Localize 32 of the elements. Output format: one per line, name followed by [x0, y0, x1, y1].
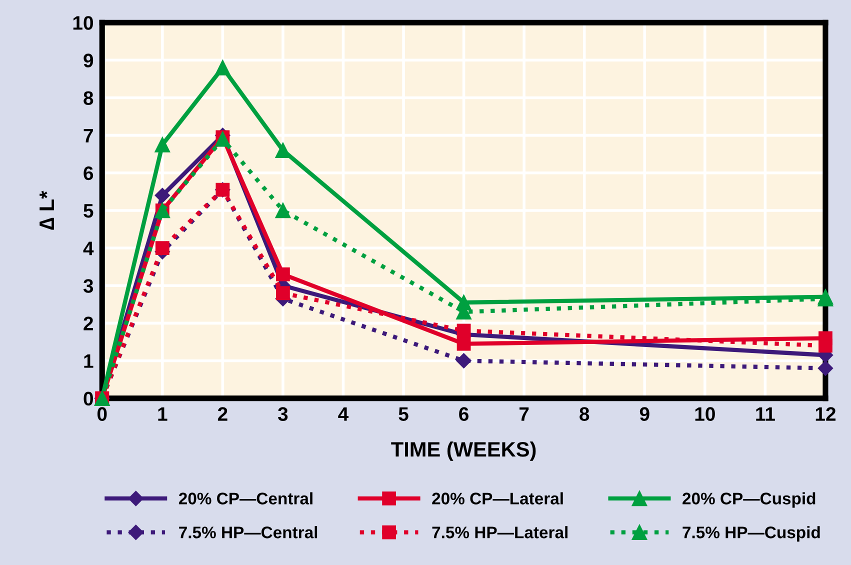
y-tick-label: 4 [83, 242, 94, 256]
x-tick-label: 6 [459, 407, 468, 421]
y-tick-label: 1 [84, 354, 94, 368]
x-tick-label: 9 [640, 407, 650, 421]
y-axis-title: ∆ L* [40, 190, 54, 230]
x-tick-label: 0 [97, 407, 107, 421]
x-tick-label: 8 [580, 407, 590, 421]
x-axis-title: TIME (WEEKS) [391, 441, 536, 461]
legend-label: 20% CP—Central [178, 492, 312, 504]
x-tick-label: 12 [816, 407, 836, 421]
legend-label: 7.5% HP—Central [179, 526, 318, 538]
legend-label: 7.5% HP—Cuspid [682, 526, 820, 542]
legend-label: 7.5% HP—Lateral [432, 526, 568, 538]
x-tick-label: 7 [520, 407, 529, 421]
x-tick-label: 10 [695, 407, 715, 421]
x-tick-label: 11 [756, 407, 775, 421]
y-tick-label: 8 [84, 91, 94, 105]
y-tick-label: 0 [84, 392, 93, 406]
y-tick-label: 10 [73, 16, 93, 30]
x-tick-label: 4 [338, 407, 349, 421]
y-tick-label: 3 [83, 279, 94, 293]
y-tick-label: 6 [84, 166, 94, 180]
x-tick-label: 5 [398, 407, 408, 421]
x-tick-label: 3 [278, 407, 288, 421]
x-tick-label: 2 [218, 407, 228, 421]
y-tick-label: 5 [84, 204, 94, 218]
legend-label: 20% CP—Lateral [432, 492, 563, 504]
legend-label: 20% CP—Cuspid [682, 492, 816, 508]
y-tick-label: 7 [84, 128, 93, 142]
y-tick-label: 9 [84, 54, 94, 68]
y-tick-label: 2 [84, 316, 94, 330]
x-tick-label: 1 [158, 407, 168, 421]
